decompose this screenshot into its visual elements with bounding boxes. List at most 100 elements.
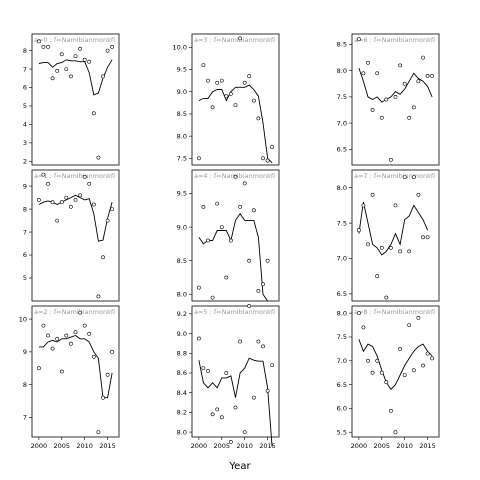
- data-point: [196, 336, 201, 341]
- data-point: [407, 115, 412, 120]
- panel-strip-label: a=5 : f=Namibianmonkfi: [194, 308, 275, 316]
- data-point: [238, 204, 243, 209]
- data-point: [37, 197, 41, 202]
- data-point: [421, 55, 425, 60]
- data-point: [210, 412, 215, 417]
- x-tick-label: 2000: [351, 442, 368, 450]
- data-point: [375, 274, 380, 279]
- data-point: [379, 370, 384, 375]
- y-tick-label: 10: [19, 315, 27, 323]
- data-point: [206, 369, 210, 373]
- x-tick-label: 2015: [99, 442, 116, 450]
- data-point: [388, 408, 393, 413]
- data-point: [370, 370, 375, 375]
- data-point: [416, 315, 421, 320]
- y-tick-label: 7.0: [337, 255, 347, 263]
- data-point: [201, 204, 206, 209]
- data-point: [256, 288, 261, 293]
- data-point: [46, 181, 50, 186]
- data-point: [50, 200, 55, 205]
- y-tick-label: 8: [23, 47, 27, 55]
- data-point: [96, 155, 101, 160]
- data-point: [210, 295, 215, 300]
- y-tick-label: 9.5: [177, 66, 187, 74]
- x-tick-label: 2000: [31, 442, 48, 450]
- chart-panel-0: a=0 : f=Namibianmonkfi 2 3 4 5 6 7 8: [23, 33, 120, 166]
- data-point: [201, 366, 206, 371]
- fitted-series-line: [38, 194, 113, 242]
- data-point: [201, 63, 206, 68]
- data-point: [73, 54, 78, 59]
- data-point: [393, 203, 398, 208]
- y-tick-label: 8.0: [177, 290, 187, 298]
- data-point: [82, 323, 87, 328]
- data-point: [361, 71, 366, 76]
- data-point: [251, 395, 256, 400]
- chart-panel-8: a=8 : f=Namibianmonkfi 5.5 6.0 6.5 7.0 7.5 8.0…: [337, 305, 440, 450]
- data-point: [261, 282, 265, 287]
- panel-frame: [31, 169, 120, 302]
- data-point: [64, 67, 69, 72]
- data-point: [196, 285, 201, 290]
- data-point: [242, 181, 247, 186]
- y-tick-label: 9: [23, 348, 27, 356]
- data-point: [69, 341, 73, 346]
- panel-frame: [191, 305, 280, 438]
- data-point: [82, 174, 87, 179]
- y-tick-label: 8.4: [177, 389, 187, 397]
- data-point: [69, 204, 73, 209]
- data-point: [361, 325, 366, 330]
- y-tick-label: 9: [23, 182, 27, 190]
- data-point: [69, 74, 73, 79]
- data-point: [55, 69, 60, 73]
- y-tick-label: 6.5: [337, 290, 347, 298]
- data-point: [407, 323, 412, 328]
- data-point: [101, 255, 105, 260]
- data-point: [78, 193, 83, 198]
- data-point: [59, 369, 64, 374]
- data-point: [215, 201, 220, 206]
- panel-strip-label: a=7 : f=Namibianmonkfi: [354, 172, 435, 180]
- data-point: [370, 192, 375, 197]
- data-point: [228, 238, 233, 243]
- data-point: [87, 59, 92, 64]
- chart-panel-5: a=7 : f=Namibianmonkfi 6.5 7.0 7.5 8.0: [337, 169, 440, 302]
- x-axis-title: Year: [228, 461, 251, 472]
- data-point: [425, 351, 430, 356]
- data-point: [256, 116, 261, 121]
- data-point: [238, 339, 243, 344]
- panel-frame: [191, 33, 280, 166]
- fitted-series-line: [198, 357, 273, 447]
- y-tick-label: 8.2: [177, 409, 187, 417]
- chart-panel-6: a=2 : f=Namibianmonkfi 7 8 9 10 2000 2005 2010 2…: [19, 305, 120, 450]
- y-tick-label: 8: [23, 205, 27, 213]
- y-tick-label: 8: [23, 381, 27, 389]
- y-tick-label: 9.0: [177, 330, 187, 338]
- data-point: [402, 175, 407, 180]
- chart-panel-3: a=1 : f=Namibianmonkfi 5 6 7 8 9: [23, 169, 120, 302]
- x-tick-label: 2000: [191, 442, 208, 450]
- data-point: [105, 372, 110, 377]
- data-point: [64, 333, 69, 338]
- data-point: [388, 245, 393, 250]
- panel-strip-label: a=2 : f=Namibianmonkfi: [34, 308, 115, 316]
- data-point: [398, 63, 403, 68]
- data-point: [105, 48, 110, 53]
- panel-strip-label: a=1 : f=Namibianmonkfi: [34, 172, 115, 180]
- y-tick-label: 9.0: [177, 223, 187, 231]
- x-tick-label: 2010: [76, 442, 93, 450]
- data-point: [215, 407, 220, 412]
- data-point: [393, 95, 398, 99]
- data-point: [430, 356, 435, 361]
- data-point: [265, 258, 270, 263]
- panel-frame: [31, 305, 120, 438]
- panel-frame: [351, 169, 440, 302]
- y-tick-label: 7: [23, 414, 27, 422]
- data-point: [46, 45, 50, 49]
- data-point: [430, 74, 435, 78]
- data-point: [416, 192, 421, 197]
- data-point: [206, 78, 210, 83]
- data-point: [41, 45, 46, 49]
- chart-panel-2: a=6 : f=Namibianmonkfi 6.5 7.0 7.5 8.0 8.5: [337, 33, 440, 166]
- data-point: [37, 366, 41, 371]
